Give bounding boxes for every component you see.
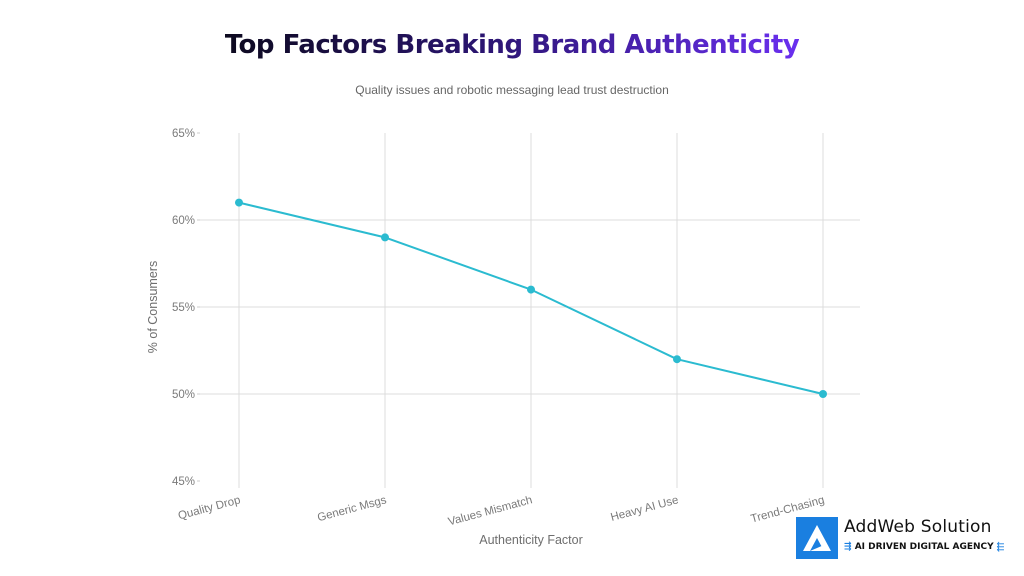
y-axis-title: % of Consumers bbox=[146, 261, 160, 353]
logo-tagline: ⇶ AI DRIVEN DIGITAL AGENCY ⬱ bbox=[844, 542, 1004, 552]
logo-mark-icon bbox=[796, 517, 838, 559]
x-tick-label: Heavy AI Use bbox=[609, 494, 679, 524]
logo-tagline-text: AI DRIVEN DIGITAL AGENCY bbox=[854, 542, 994, 552]
y-tick-label: 65% bbox=[172, 128, 195, 140]
right-arrows-icon: ⬱ bbox=[996, 542, 1005, 552]
y-tick-label: 60% bbox=[172, 215, 195, 227]
x-tick-label: Values Mismatch bbox=[447, 494, 534, 528]
y-axis-ticks: 45% 50% 55% 60% 65% bbox=[172, 128, 200, 488]
x-tick-label: Quality Drop bbox=[177, 494, 242, 522]
logo-name: AddWeb Solution bbox=[844, 517, 992, 537]
data-point bbox=[819, 390, 827, 398]
x-tick-label: Generic Msgs bbox=[316, 494, 388, 524]
y-tick-label: 50% bbox=[172, 389, 195, 401]
data-point bbox=[381, 233, 389, 242]
x-axis-title: Authenticity Factor bbox=[479, 533, 583, 547]
x-axis-ticks: Quality Drop Generic Msgs Values Mismatch H… bbox=[177, 494, 826, 528]
grid bbox=[200, 133, 860, 488]
data-point bbox=[527, 285, 535, 294]
left-arrows-icon: ⇶ bbox=[844, 542, 852, 552]
series-group bbox=[235, 198, 827, 398]
chart-title: Top Factors Breaking Brand Authenticity bbox=[0, 30, 1024, 60]
data-point bbox=[235, 198, 243, 207]
addweb-logo: AddWeb Solution ⇶ AI DRIVEN DIGITAL AGEN… bbox=[796, 517, 1020, 561]
chart-subtitle: Quality issues and robotic messaging lea… bbox=[355, 83, 669, 97]
y-tick-label: 55% bbox=[172, 302, 195, 314]
data-point bbox=[673, 355, 681, 364]
chart-title-text: Top Factors Breaking Brand Authenticity bbox=[224, 30, 800, 60]
y-tick-label: 45% bbox=[172, 476, 195, 488]
